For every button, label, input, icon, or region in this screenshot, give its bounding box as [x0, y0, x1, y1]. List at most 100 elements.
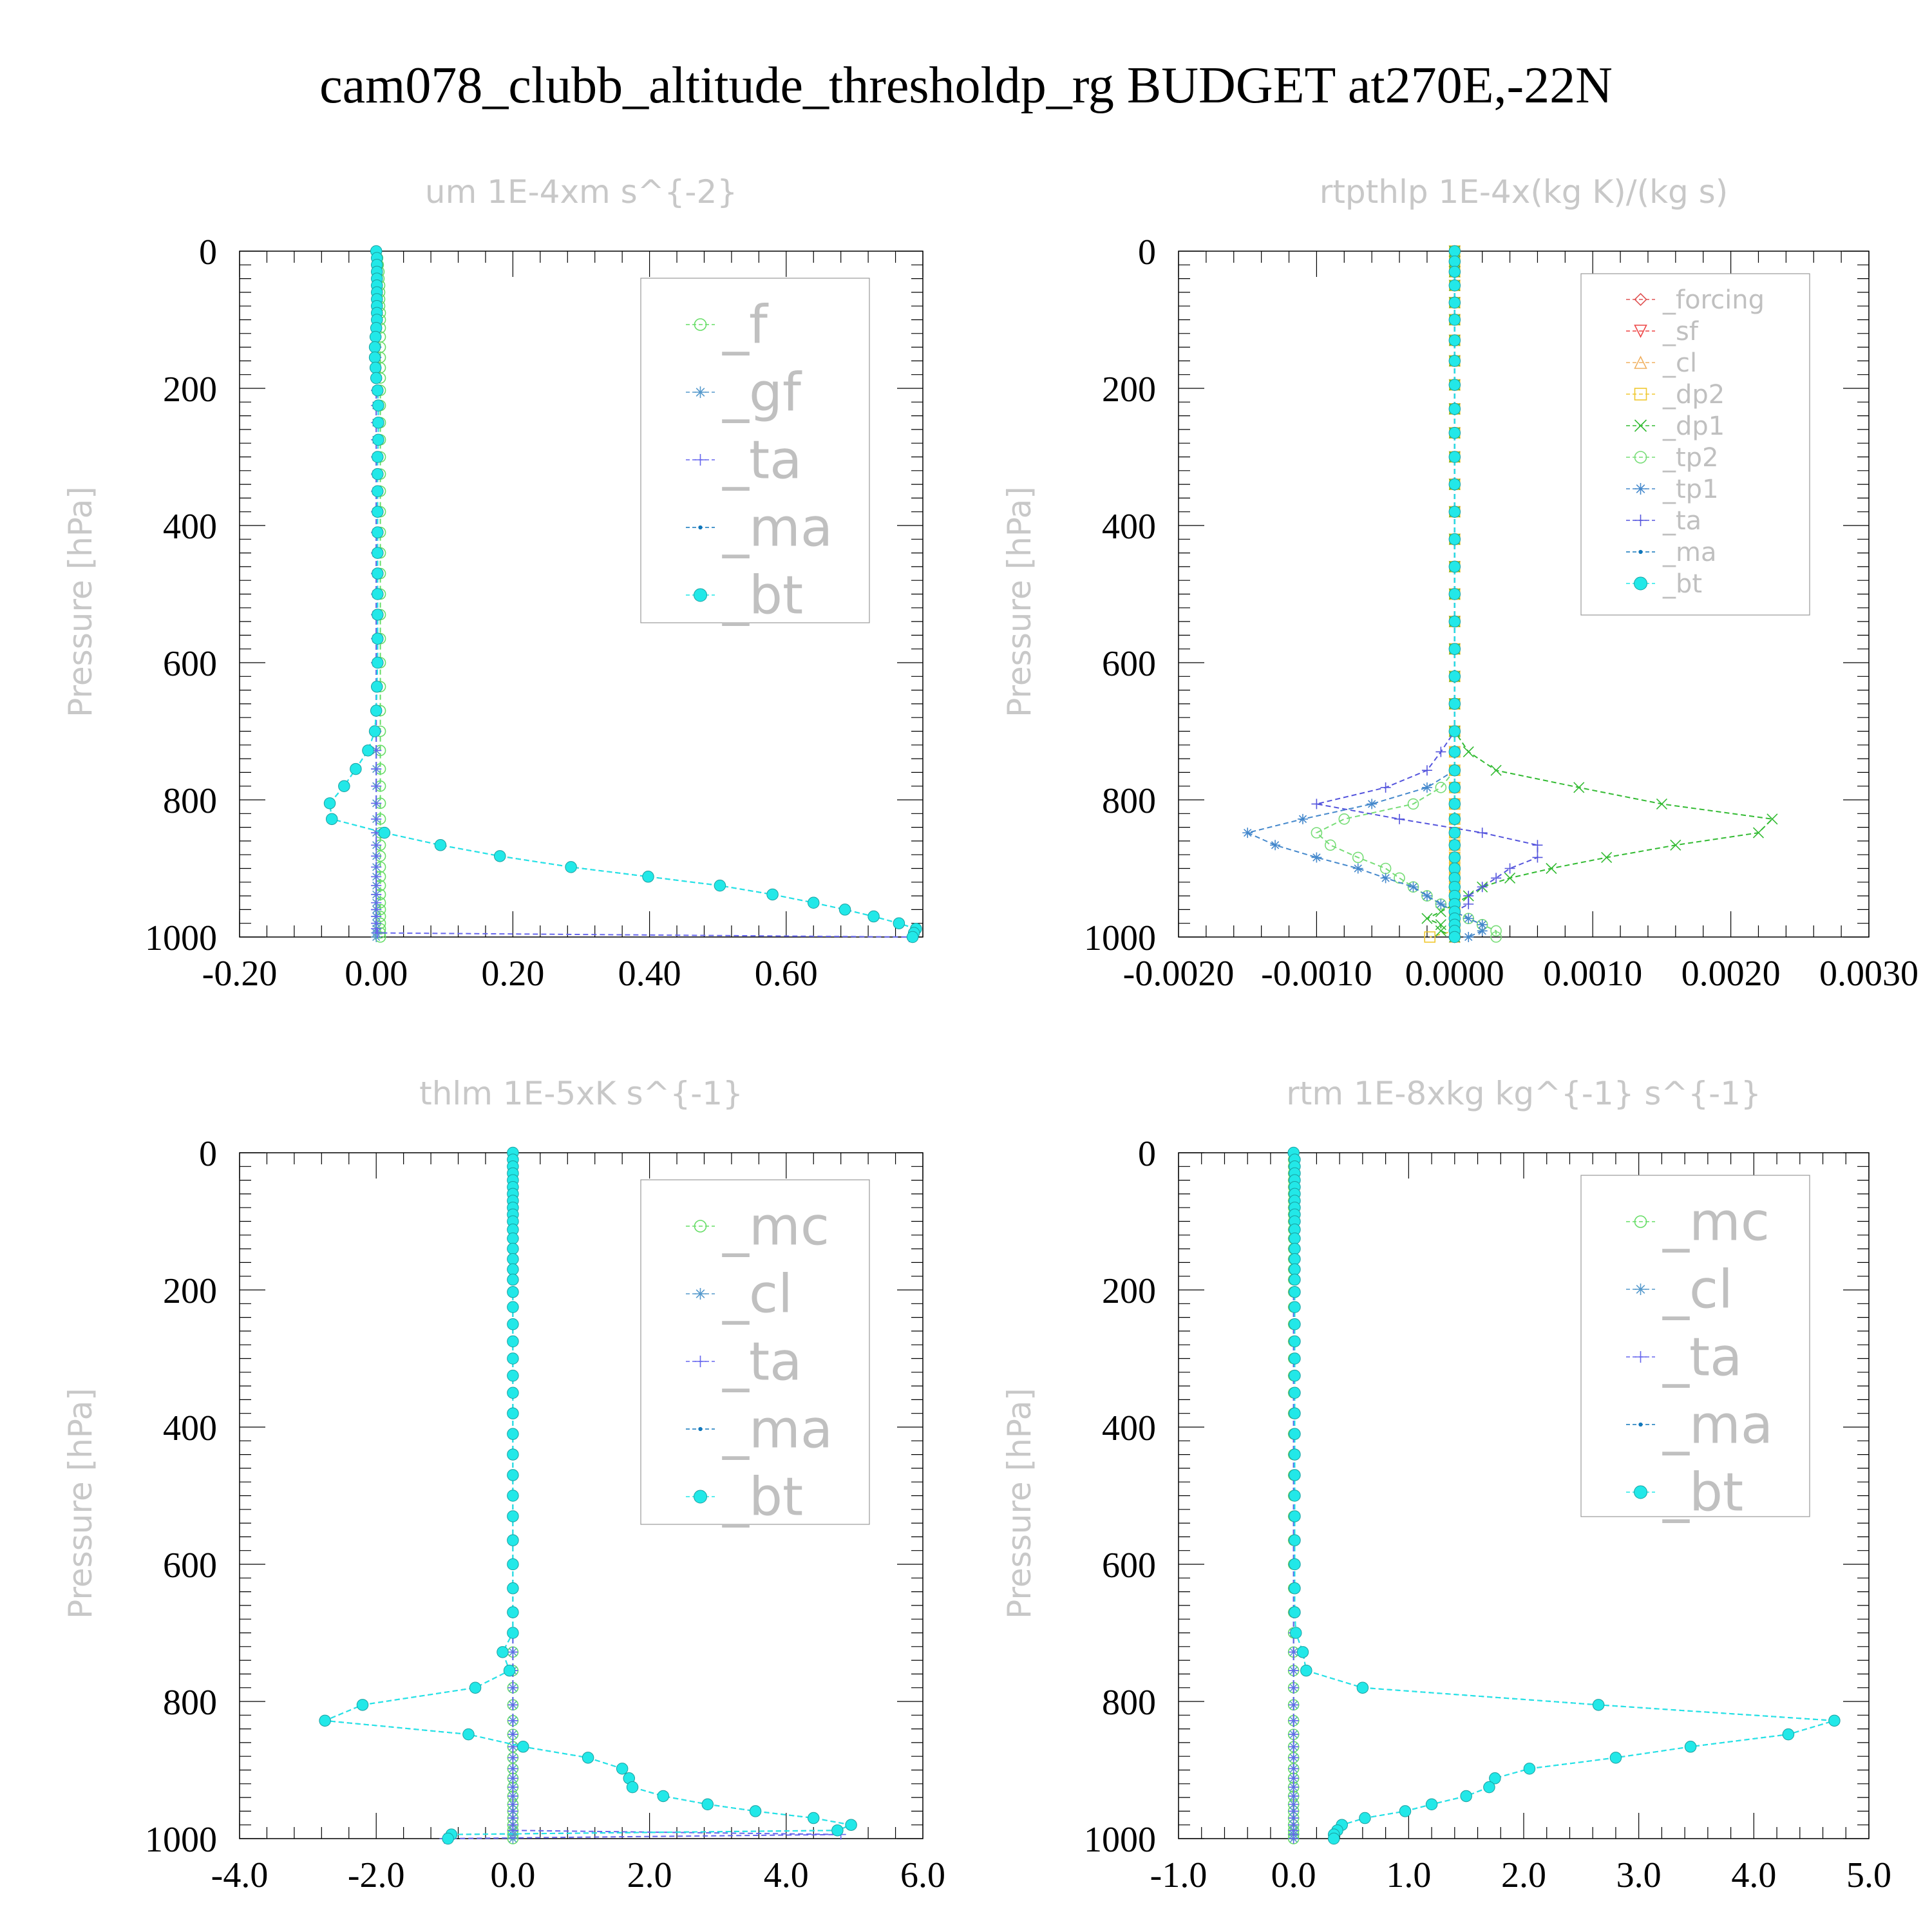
- legend-marker: [1634, 1283, 1647, 1295]
- legend-label: _cl: [1662, 348, 1697, 378]
- data-point: [507, 1469, 519, 1481]
- data-point: [356, 1699, 369, 1711]
- data-point: [1289, 1534, 1301, 1546]
- y-tick-label: 600: [163, 644, 217, 684]
- data-point: [1448, 931, 1461, 943]
- data-point: [893, 917, 905, 929]
- y-tick-label: 0: [1138, 232, 1156, 272]
- panel-2: rtpthlp 1E-4x(kg K)/(kg s) Pressure [hPa]…: [1001, 173, 1918, 994]
- data-point: [1288, 1729, 1299, 1740]
- data-point: [370, 372, 383, 384]
- data-point: [1609, 1752, 1622, 1764]
- legend-marker: [694, 1220, 707, 1233]
- legend-label: _ma: [1662, 1395, 1773, 1456]
- data-point: [1448, 314, 1461, 326]
- data-point: [1289, 1469, 1301, 1481]
- data-point: [1670, 839, 1681, 851]
- x-tick-label: 0.20: [481, 954, 544, 994]
- data-point: [507, 1301, 519, 1313]
- data-point: [1421, 782, 1432, 793]
- data-point: [503, 1664, 516, 1677]
- series-bt: [319, 1146, 857, 1845]
- legend-label: _ma: [722, 1399, 833, 1461]
- data-point: [507, 1729, 518, 1740]
- legend-label: _dp2: [1662, 380, 1725, 410]
- legend-marker: [698, 525, 703, 530]
- data-point: [657, 1790, 670, 1803]
- data-point: [1546, 862, 1557, 875]
- legend-label: _cl: [1662, 1260, 1733, 1321]
- data-point: [1435, 746, 1446, 757]
- data-point: [1489, 1772, 1501, 1785]
- data-point: [1288, 1782, 1299, 1793]
- data-point: [507, 1700, 518, 1710]
- data-point: [372, 506, 384, 518]
- data-point: [1367, 799, 1378, 810]
- data-point: [1289, 1301, 1301, 1313]
- data-point: [1289, 1407, 1301, 1419]
- data-point: [1684, 1741, 1697, 1753]
- data-point: [1399, 1805, 1412, 1817]
- data-point: [1463, 746, 1474, 758]
- data-point: [371, 681, 383, 693]
- x-tick-label: 6.0: [900, 1855, 945, 1895]
- legend-label: _mc: [722, 1197, 829, 1258]
- data-point: [497, 1646, 509, 1658]
- data-point: [507, 1763, 518, 1774]
- data-point: [845, 1819, 857, 1831]
- legend-box: [640, 1179, 870, 1525]
- data-point: [1448, 798, 1461, 810]
- data-point: [371, 813, 382, 824]
- data-point: [1289, 1490, 1301, 1502]
- data-point: [371, 781, 382, 791]
- data-point: [1289, 1387, 1301, 1399]
- data-point: [1359, 1812, 1371, 1824]
- data-point: [1288, 1833, 1299, 1844]
- data-point: [1289, 1606, 1301, 1618]
- data-point: [1573, 782, 1585, 793]
- data-point: [1448, 764, 1461, 777]
- data-point: [338, 780, 350, 792]
- y-tick-label: 200: [1102, 1271, 1156, 1311]
- legend-marker: [1638, 1422, 1643, 1427]
- data-point: [371, 798, 382, 809]
- legend-marker: [1634, 419, 1647, 432]
- data-point: [1448, 643, 1461, 655]
- data-point: [1448, 560, 1461, 573]
- data-point: [1448, 478, 1461, 491]
- data-point: [371, 871, 382, 882]
- y-tick-label: 200: [163, 370, 217, 410]
- data-point: [1394, 813, 1405, 824]
- data-point: [1352, 863, 1363, 874]
- y-tick-label: 0: [1138, 1134, 1156, 1174]
- x-tick-label: -2.0: [348, 1855, 405, 1895]
- data-point: [1532, 840, 1543, 851]
- data-point: [1289, 1558, 1301, 1571]
- y-tick-label: 1000: [145, 918, 217, 958]
- data-point: [1448, 255, 1461, 268]
- data-point: [1448, 426, 1461, 439]
- legend-box: [640, 278, 870, 623]
- data-point: [1311, 827, 1323, 838]
- data-point: [1491, 873, 1502, 884]
- legend-marker: [1634, 451, 1647, 464]
- x-tick-label: 3.0: [1616, 1855, 1662, 1895]
- data-point: [1407, 798, 1419, 810]
- data-point: [1380, 782, 1391, 793]
- data-point: [1289, 1285, 1301, 1298]
- data-point: [371, 840, 382, 851]
- data-point: [1532, 852, 1543, 863]
- legend-label: _sf: [1662, 317, 1699, 346]
- legend-marker: [1634, 576, 1647, 591]
- legend: _mc_cl _ta_ma_bt: [640, 1179, 870, 1528]
- data-point: [1242, 828, 1253, 838]
- data-point: [1828, 1714, 1841, 1727]
- data-point: [807, 1812, 820, 1824]
- data-point: [1504, 863, 1515, 874]
- data-point: [372, 588, 384, 600]
- data-point: [372, 567, 384, 580]
- data-point: [507, 1647, 518, 1658]
- data-point: [507, 1534, 519, 1546]
- data-point: [714, 879, 726, 892]
- data-point: [766, 888, 779, 901]
